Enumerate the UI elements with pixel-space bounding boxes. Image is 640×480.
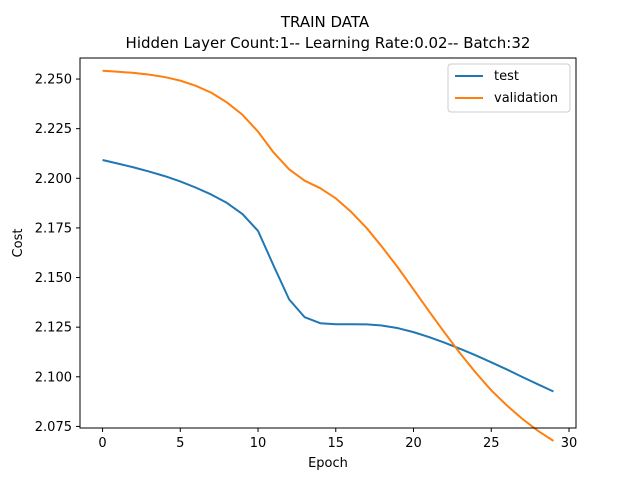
chart-subtitle: Hidden Layer Count:1-- Learning Rate:0.0… xyxy=(126,34,531,52)
y-tick-label: 2.075 xyxy=(35,420,72,435)
y-tick-label: 2.125 xyxy=(35,321,72,336)
series-line-test xyxy=(102,159,554,393)
x-tick-label: 25 xyxy=(483,436,500,451)
legend-label-validation: validation xyxy=(494,91,558,106)
x-axis-ticks: 0 5 10 15 20 25 30 xyxy=(98,428,577,451)
x-tick-label: 30 xyxy=(561,436,578,451)
x-tick-label: 20 xyxy=(405,436,422,451)
y-tick-label: 2.200 xyxy=(35,172,72,187)
plot-area-frame xyxy=(79,57,577,429)
x-tick-label: 5 xyxy=(176,436,184,451)
series-line-validation xyxy=(102,69,554,442)
plot-lines xyxy=(102,69,554,442)
legend: test validation xyxy=(447,63,571,113)
legend-label-test: test xyxy=(494,69,519,84)
x-tick-label: 15 xyxy=(328,436,345,451)
y-tick-label: 2.225 xyxy=(35,122,72,137)
y-axis-ticks: 2.075 2.100 2.125 2.150 2.175 2.200 2.225 2.250 xyxy=(35,73,80,435)
chart-title: TRAIN DATA xyxy=(280,13,370,31)
x-tick-label: 0 xyxy=(98,436,106,451)
y-axis-label: Cost xyxy=(11,229,26,258)
x-axis-label: Epoch xyxy=(308,456,348,471)
x-tick-label: 10 xyxy=(250,436,267,451)
y-tick-label: 2.250 xyxy=(35,73,72,88)
y-tick-label: 2.175 xyxy=(35,221,72,236)
y-tick-label: 2.150 xyxy=(35,271,72,286)
y-tick-label: 2.100 xyxy=(35,370,72,385)
